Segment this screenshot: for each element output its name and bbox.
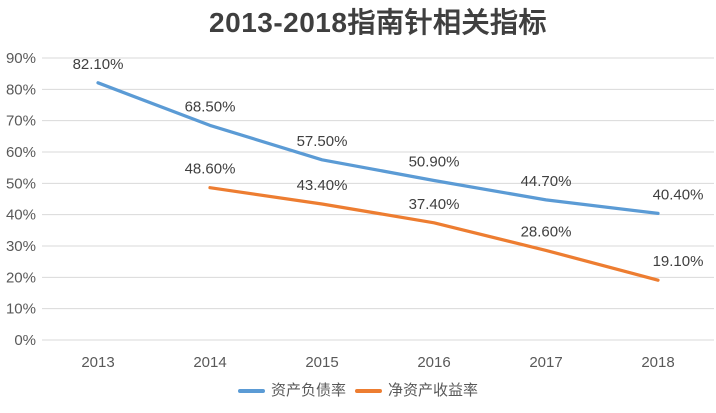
y-axis-tick-label: 30% (6, 238, 36, 255)
x-axis-tick-label: 2013 (81, 354, 114, 371)
data-label: 82.10% (73, 56, 124, 73)
y-axis-tick-label: 20% (6, 269, 36, 286)
data-label: 40.40% (653, 186, 704, 203)
legend-swatch-orange-line (355, 389, 382, 393)
y-axis-tick-label: 40% (6, 207, 36, 224)
x-axis-tick-label: 2016 (417, 354, 450, 371)
y-axis-tick-label: 0% (14, 332, 36, 349)
x-axis-tick-label: 2018 (641, 354, 674, 371)
data-label: 50.90% (409, 154, 460, 171)
y-axis-labels: 0% 10% 20% 30% 40% 50% 60% 70% 80% 90% (6, 50, 36, 349)
legend-label-debt-ratio: 资产负债率 (270, 382, 346, 399)
y-axis-tick-label: 90% (6, 50, 36, 67)
y-axis-tick-label: 60% (6, 144, 36, 161)
y-axis-tick-label: 50% (6, 175, 36, 192)
x-axis-tick-label: 2017 (529, 354, 562, 371)
y-axis-tick-label: 80% (6, 81, 36, 98)
data-label: 43.40% (297, 177, 348, 194)
legend-item-roe: 净资产收益率 (355, 381, 478, 401)
legend-item-debt-ratio: 资产负债率 (237, 381, 346, 401)
data-label: 48.60% (185, 161, 236, 178)
y-axis-tick-label: 10% (6, 301, 36, 318)
series-line-1 (208, 186, 660, 282)
chart-title: 2013-2018指南针相关指标 (209, 7, 547, 38)
x-axis-labels: 2013 2014 2015 2016 2017 2018 (81, 354, 674, 371)
series-lines (96, 81, 660, 282)
x-axis-tick-label: 2014 (193, 354, 226, 371)
legend: 资产负债率 净资产收益率 (0, 381, 716, 401)
data-label: 19.10% (653, 253, 704, 270)
legend-swatch-blue-line (237, 389, 265, 393)
data-label: 37.40% (409, 196, 460, 213)
data-labels: 82.10% 68.50% 57.50% 50.90% 44.70% 40.40% 48.6… (73, 56, 704, 270)
line-chart: 2013-2018指南针相关指标 0% 10% 20% 30% 40% 50% 60% 70%… (6, 7, 714, 371)
data-label: 28.60% (521, 223, 572, 240)
data-label: 68.50% (185, 98, 236, 115)
legend-label-roe: 净资产收益率 (388, 382, 479, 399)
y-axis-tick-label: 70% (6, 113, 36, 130)
x-axis-tick-label: 2015 (305, 354, 338, 371)
data-label: 44.70% (521, 173, 572, 190)
series-line-0 (96, 81, 660, 216)
data-label: 57.50% (297, 133, 348, 150)
